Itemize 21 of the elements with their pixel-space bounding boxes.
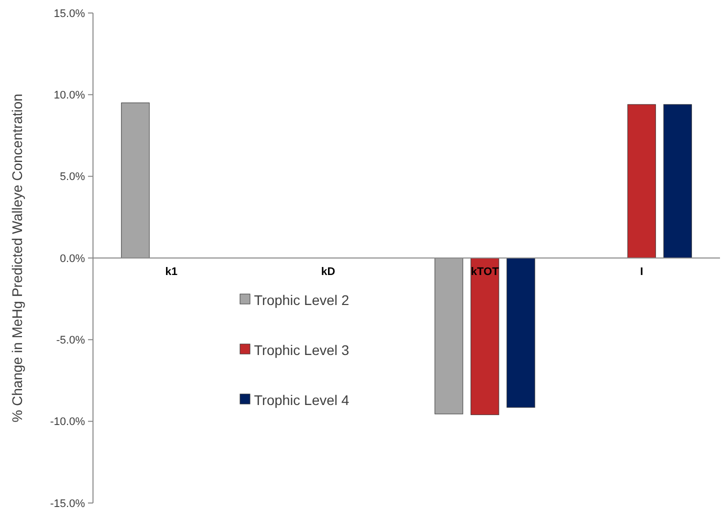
y-tick-label: -15.0% — [50, 498, 86, 510]
legend-label: Trophic Level 2 — [254, 292, 350, 308]
x-tick-label: k1 — [165, 266, 178, 278]
bar — [121, 102, 150, 258]
bar — [506, 258, 536, 408]
bar — [663, 104, 692, 258]
bar — [470, 258, 500, 416]
y-tick-label: 10.0% — [54, 90, 86, 102]
y-tick-label: -5.0% — [56, 334, 86, 347]
y-tick-label: 5.0% — [60, 171, 86, 184]
bar — [627, 104, 656, 258]
legend-label: Trophic Level 3 — [254, 342, 350, 358]
y-tick-label: 15.0% — [54, 8, 86, 20]
x-tick-label: kTOT — [470, 266, 500, 278]
legend-label: Trophic Level 4 — [254, 392, 350, 408]
x-tick-label: I — [640, 266, 644, 278]
y-tick-label: -10.0% — [50, 416, 86, 428]
y-axis-title: % Change in MeHg Predicted Walleye Concentration — [9, 94, 25, 422]
bar — [434, 258, 464, 414]
x-tick-label: kD — [321, 266, 336, 278]
y-tick-label: 0.0% — [60, 252, 86, 265]
